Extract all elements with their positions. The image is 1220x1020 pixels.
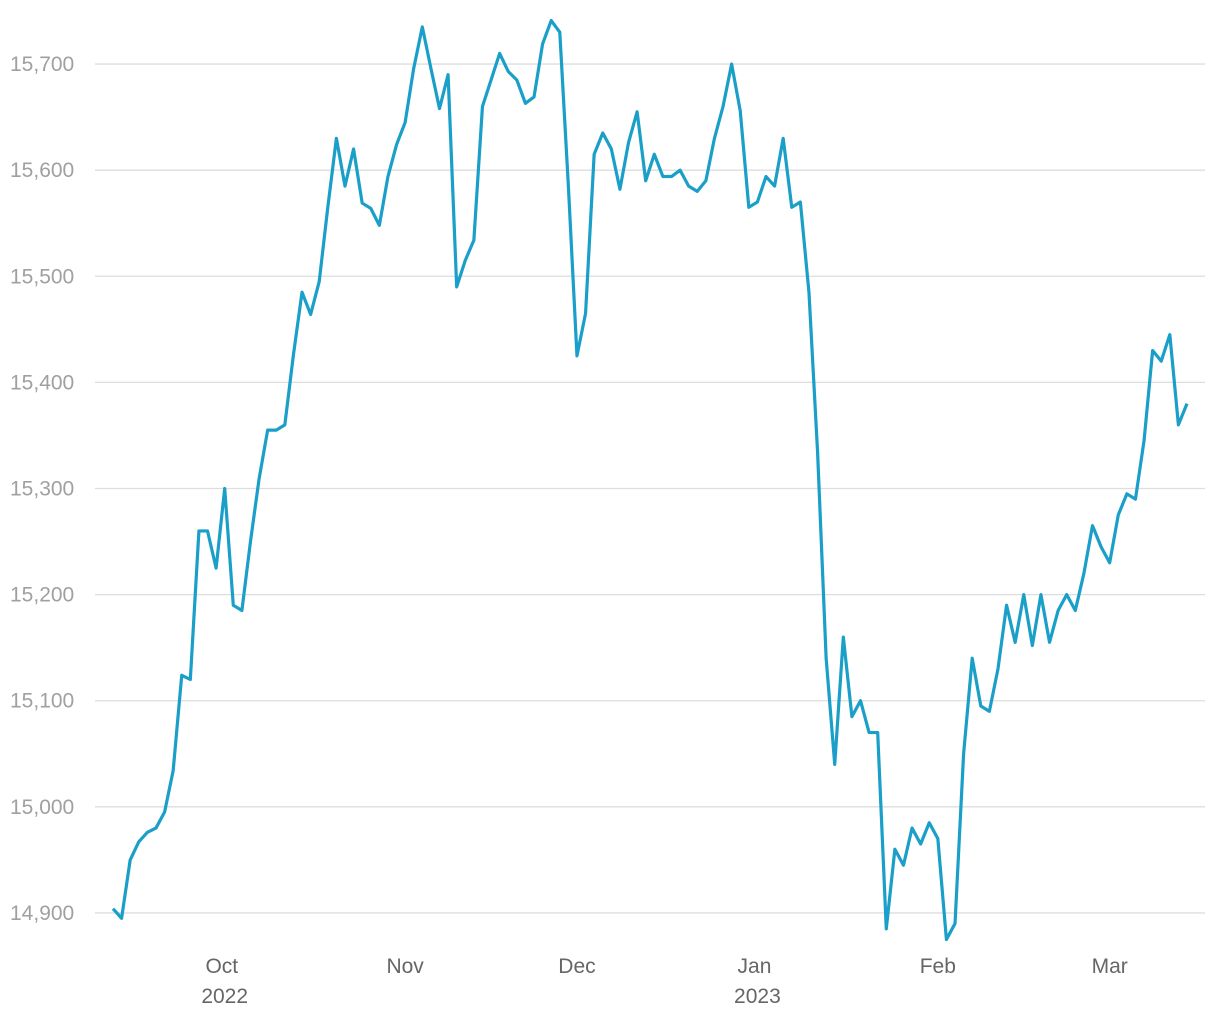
y-tick-label: 15,700 (10, 53, 74, 76)
y-tick-label: 15,000 (10, 796, 74, 819)
x-tick-label: Mar (1092, 955, 1128, 978)
x-tick-label: Dec (558, 955, 595, 978)
y-tick-label: 15,100 (10, 690, 74, 713)
x-tick-label: Oct 2022 (201, 955, 248, 1008)
y-tick-label: 14,900 (10, 902, 74, 925)
x-tick-label: Nov (386, 955, 424, 978)
x-tick-label: Jan 2023 (734, 955, 781, 1008)
y-tick-label: 15,300 (10, 478, 74, 501)
x-tick-label: Feb (920, 955, 956, 978)
y-tick-label: 15,200 (10, 584, 74, 607)
y-tick-label: 15,400 (10, 371, 74, 394)
y-tick-label: 15,600 (10, 159, 74, 182)
line (111, 18, 1189, 942)
y-tick-label: 15,500 (10, 265, 74, 288)
